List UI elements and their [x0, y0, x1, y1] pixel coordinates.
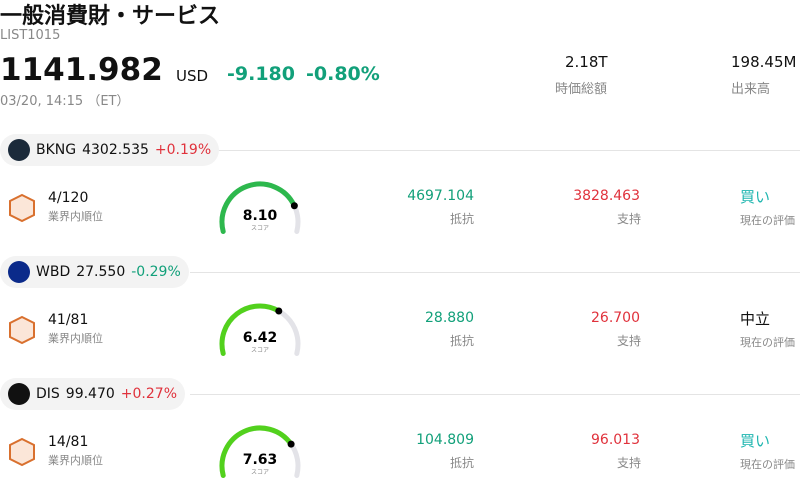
- volume: 198.45M: [731, 53, 797, 71]
- resistance-label: 抵抗: [450, 456, 475, 470]
- resistance-label: 抵抗: [450, 212, 475, 226]
- rank-icon: [9, 193, 35, 223]
- score-label: スコア: [251, 225, 269, 232]
- rating-label: 現在の評価: [740, 458, 795, 471]
- timestamp: 03/20, 14:15 （ET）: [0, 94, 130, 109]
- ticker-price: 27.550: [76, 264, 126, 280]
- currency: USD: [176, 67, 209, 85]
- score: 7.63: [243, 452, 278, 468]
- pill-bg[interactable]: BKNG 4302.535 +0.19%: [0, 134, 220, 166]
- code: LIST1015: [0, 28, 61, 43]
- score-label: スコア: [251, 469, 269, 476]
- resistance: 4697.104: [407, 188, 474, 204]
- resistance-label: 抵抗: [450, 334, 475, 348]
- support-label: 支持: [617, 212, 642, 226]
- divider: [190, 272, 800, 273]
- market-cap-label: 時価総額: [555, 82, 608, 97]
- ticker-price: 99.470: [65, 386, 115, 402]
- ticker-icon: [8, 261, 30, 283]
- support-label: 支持: [617, 456, 642, 470]
- ticker-icon: [8, 383, 30, 405]
- score: 6.42: [243, 330, 278, 346]
- support-label: 支持: [617, 334, 642, 348]
- price: 1141.982: [0, 52, 163, 88]
- ticker-change: -0.29%: [131, 264, 181, 280]
- rank: 14/81: [48, 434, 89, 450]
- hexagon: [9, 193, 35, 223]
- ticker-change: +0.19%: [154, 142, 212, 158]
- divider: [190, 150, 800, 151]
- rating: 買い: [740, 188, 771, 206]
- volume-label: 出来高: [731, 82, 771, 97]
- pill-bg[interactable]: DIS 99.470 +0.27%: [0, 378, 186, 410]
- gauge-dot: [287, 440, 295, 448]
- rank-icon: [9, 315, 35, 345]
- rank: 4/120: [48, 190, 89, 206]
- resistance: 28.880: [425, 310, 474, 326]
- rank-icon: [9, 437, 35, 467]
- rank: 41/81: [48, 312, 89, 328]
- rating: 買い: [740, 432, 771, 450]
- support: 26.700: [591, 310, 640, 326]
- pill-bg[interactable]: WBD 27.550 -0.29%: [0, 256, 189, 288]
- rating: 中立: [740, 310, 771, 328]
- gauge-fill: [219, 181, 297, 234]
- change: -9.180: [227, 63, 295, 85]
- rank-label: 業界内順位: [48, 210, 103, 223]
- divider: [190, 394, 800, 395]
- ticker: WBD: [36, 264, 71, 280]
- hexagon: [9, 315, 35, 345]
- rank-label: 業界内順位: [48, 454, 103, 467]
- ticker-price: 4302.535: [82, 142, 149, 158]
- gauge-dot: [290, 202, 298, 210]
- support: 3828.463: [573, 188, 640, 204]
- rank-label: 業界内順位: [48, 332, 103, 345]
- gauge-dot: [275, 307, 283, 315]
- gauge-fill: [219, 303, 282, 356]
- gauge-fill: [219, 425, 294, 478]
- market-cap: 2.18T: [565, 53, 608, 71]
- ticker: DIS: [36, 386, 60, 402]
- support: 96.013: [591, 432, 640, 448]
- score: 8.10: [243, 208, 278, 224]
- rating-label: 現在の評価: [740, 214, 795, 227]
- score-label: スコア: [251, 347, 269, 354]
- title: 一般消費財・サービス: [0, 4, 221, 29]
- rating-label: 現在の評価: [740, 336, 795, 349]
- ticker-icon: [8, 139, 30, 161]
- hexagon: [9, 437, 35, 467]
- resistance: 104.809: [416, 432, 474, 448]
- ticker: BKNG: [36, 142, 77, 158]
- change-pct: -0.80%: [306, 63, 380, 85]
- ticker-change: +0.27%: [120, 386, 178, 402]
